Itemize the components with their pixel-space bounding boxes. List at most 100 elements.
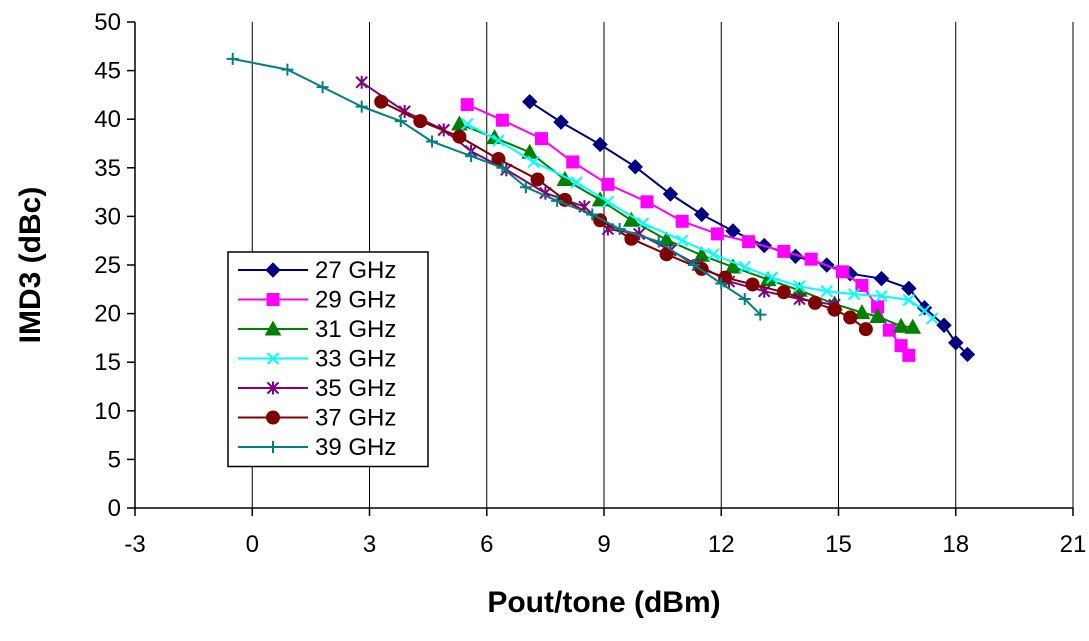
y-tick-label: 30 (94, 203, 121, 230)
data-point (570, 176, 583, 189)
legend-marker (266, 293, 280, 306)
legend-marker (266, 410, 280, 425)
data-point (452, 129, 467, 144)
x-tick-label: 6 (480, 531, 493, 558)
data-point (694, 206, 710, 223)
legend-marker (267, 441, 279, 453)
series-29-ghz (460, 98, 916, 362)
data-point (901, 280, 917, 297)
data-point (496, 161, 509, 174)
data-point (882, 323, 896, 337)
data-point (413, 114, 428, 129)
data-point (355, 75, 368, 89)
data-point (904, 318, 922, 334)
series-33-ghz (461, 117, 939, 325)
data-point (460, 98, 474, 112)
data-point (892, 317, 910, 333)
legend-label: 35 GHz (315, 375, 396, 402)
data-point (636, 216, 650, 230)
data-point (492, 134, 505, 147)
data-point (623, 211, 640, 227)
data-point (687, 259, 700, 271)
legend-label: 29 GHz (315, 287, 396, 314)
legend-entry: 29 GHz (238, 287, 396, 314)
y-tick-label: 45 (94, 58, 121, 85)
data-point (902, 293, 916, 307)
legend-marker (264, 320, 282, 336)
data-point (858, 322, 873, 337)
data-point (553, 114, 569, 130)
data-point (355, 100, 368, 113)
data-point (738, 260, 751, 274)
data-point (959, 346, 976, 363)
data-point (652, 235, 665, 248)
data-point (662, 186, 679, 202)
data-point (601, 195, 615, 209)
legend-label: 37 GHz (315, 405, 396, 432)
data-point (226, 52, 239, 65)
data-point (820, 285, 833, 298)
data-point (374, 94, 389, 109)
y-tick-label: 5 (108, 446, 121, 473)
legend-entry: 39 GHz (238, 434, 396, 461)
data-point (754, 308, 767, 321)
legend-marker (266, 381, 280, 395)
data-point (465, 150, 478, 163)
data-point (894, 339, 908, 353)
data-point (675, 234, 689, 247)
data-point (710, 227, 724, 241)
legend-entry: 27 GHz (238, 257, 396, 284)
data-point (745, 277, 760, 292)
data-point (426, 135, 439, 148)
y-tick-label: 15 (94, 349, 121, 376)
data-point (777, 244, 791, 258)
data-point (902, 348, 916, 362)
data-point (776, 285, 791, 300)
data-point (592, 136, 608, 153)
data-point (534, 132, 548, 146)
data-point (522, 93, 538, 110)
x-axis-title: Pout/tone (dBm) (487, 586, 720, 619)
data-point (281, 63, 294, 76)
y-tick-label: 40 (94, 106, 121, 133)
y-tick-label: 20 (94, 301, 121, 328)
x-tick-label: 9 (597, 531, 610, 558)
x-tick-label: 15 (825, 531, 852, 558)
data-point (551, 194, 564, 207)
y-axis-title: IMD3 (dBc) (14, 187, 47, 344)
data-point (530, 172, 545, 187)
data-point (527, 155, 540, 169)
data-point (707, 248, 720, 261)
x-tick-label: 0 (246, 531, 259, 558)
data-point (926, 312, 939, 325)
data-point (827, 302, 842, 317)
series-27-ghz (522, 93, 976, 363)
data-point (519, 181, 532, 194)
data-point (394, 115, 407, 128)
data-point (936, 317, 952, 333)
data-point (675, 214, 689, 228)
series-layer (226, 52, 976, 363)
y-tick-label: 25 (94, 252, 121, 279)
data-point (948, 335, 964, 351)
y-tick-label: 50 (94, 9, 121, 36)
data-point (742, 235, 756, 249)
data-point (627, 159, 643, 175)
data-point (847, 287, 861, 301)
legend-label: 33 GHz (315, 346, 396, 373)
data-point (613, 223, 626, 236)
data-point (566, 155, 580, 169)
y-tick-label: 35 (94, 155, 121, 182)
x-tick-label: 3 (363, 531, 376, 558)
data-point (853, 304, 871, 320)
data-point (869, 307, 886, 324)
data-point (640, 195, 654, 209)
series-39-ghz (226, 52, 767, 321)
x-tick-label: -3 (124, 531, 145, 558)
legend-entry: 33 GHz (238, 346, 396, 373)
y-tick-label: 10 (94, 398, 121, 425)
data-point (804, 252, 818, 266)
